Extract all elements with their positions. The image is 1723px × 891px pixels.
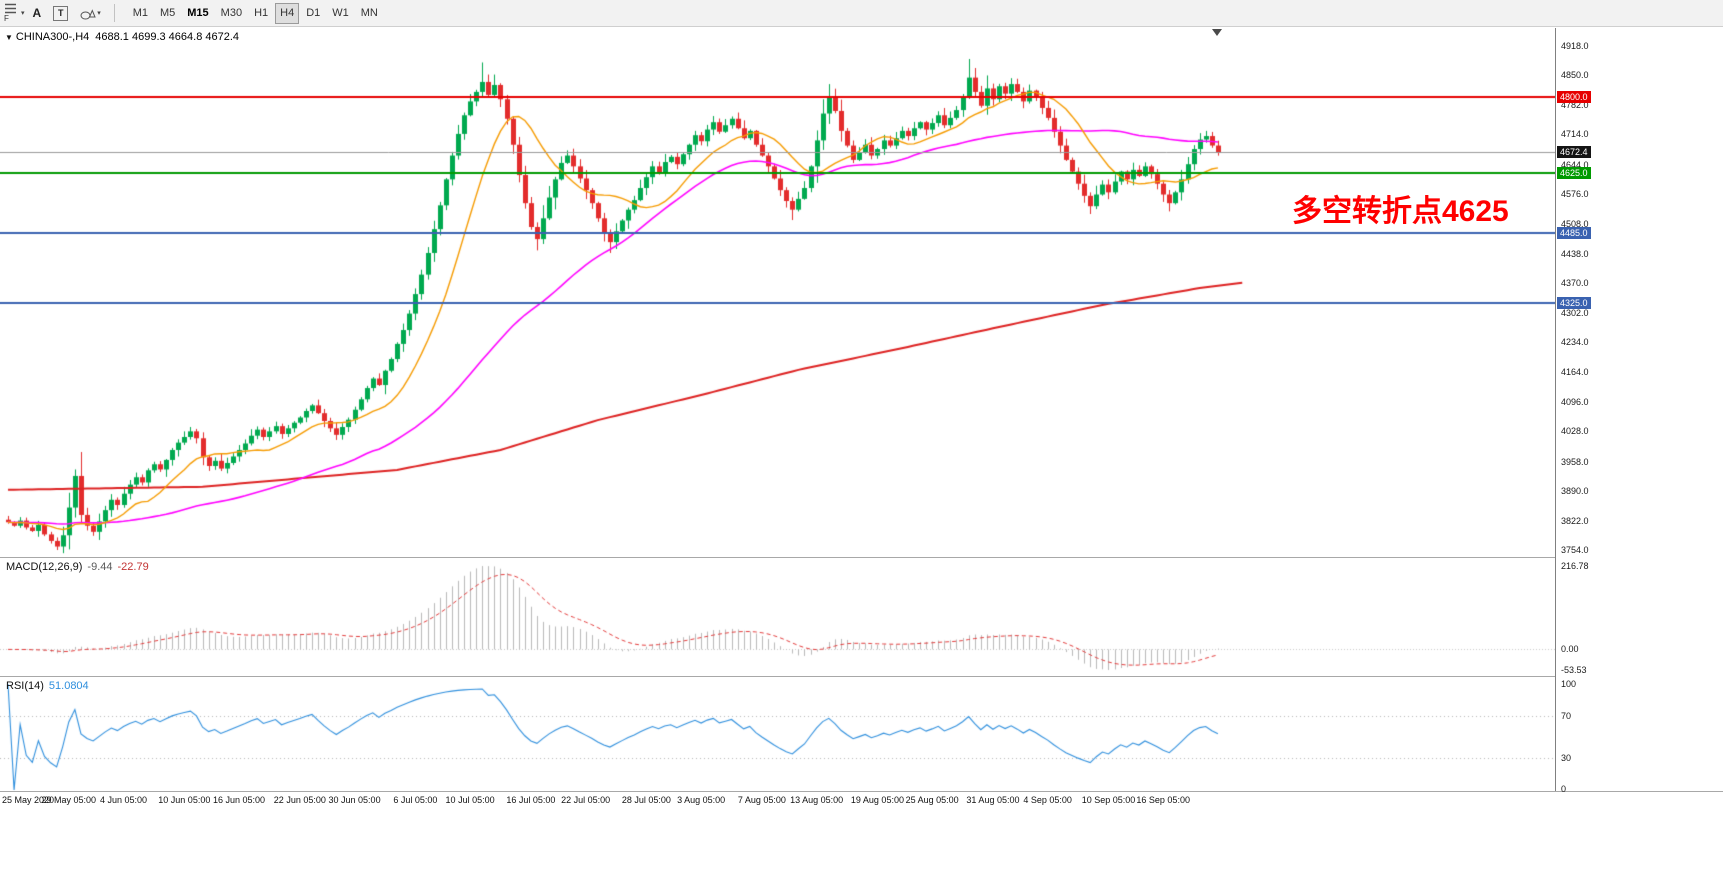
- chart-list-icon: [5, 3, 16, 14]
- rsi-axis-70: 70: [1561, 711, 1572, 721]
- price-tick-label: 4438.0: [1561, 248, 1589, 259]
- time-axis-label: 10 Jul 05:00: [445, 795, 495, 805]
- ohlc-values: 4688.1 4699.3 4664.8 4672.4: [95, 31, 240, 43]
- timeframe-button-mn[interactable]: MN: [360, 7, 378, 19]
- time-axis-label: 16 Jun 05:00: [213, 795, 266, 805]
- price-tick-label: 4576.0: [1561, 189, 1589, 200]
- time-axis-label: 19 Aug 05:00: [850, 795, 904, 805]
- panel-separator[interactable]: [0, 557, 1723, 558]
- time-axis-label: 25 Aug 05:00: [905, 795, 959, 805]
- rsi-axis-100: 100: [1561, 679, 1577, 689]
- time-axis-label: 10 Sep 05:00: [1081, 795, 1136, 805]
- timeframe-button-m5[interactable]: M5: [159, 7, 176, 19]
- charts-menu-button[interactable]: F: [3, 1, 18, 26]
- timeframe-button-m30[interactable]: M30: [220, 7, 243, 19]
- macd-label: MACD(12,26,9): [6, 561, 83, 573]
- shapes-icon: [80, 8, 96, 19]
- timeframe-button-m1[interactable]: M1: [132, 7, 148, 19]
- price-tick-label: 4644.0: [1561, 159, 1589, 170]
- macd-signal-value: -22.79: [117, 561, 149, 573]
- time-axis-label: 30 Jun 05:00: [328, 795, 381, 805]
- price-level-badge: 4672.4: [1557, 146, 1591, 159]
- time-axis-label: 4 Sep 05:00: [1023, 795, 1072, 805]
- timeframe-button-d1[interactable]: D1: [306, 7, 321, 19]
- timeframe-button-h4[interactable]: H4: [275, 2, 300, 24]
- chevron-down-icon[interactable]: ▾: [21, 10, 25, 17]
- price-tick-label: 4370.0: [1561, 278, 1589, 289]
- time-axis-label: 3 Aug 05:00: [677, 795, 726, 805]
- price-tick-label: 4234.0: [1561, 337, 1589, 348]
- macd-axis-min: -53.53: [1561, 665, 1587, 675]
- text-tool-button[interactable]: T: [48, 3, 73, 24]
- time-axis-label: 16 Sep 05:00: [1136, 795, 1190, 805]
- price-chart-canvas[interactable]: [0, 28, 1555, 557]
- timeframe-button-w1[interactable]: W1: [332, 7, 349, 19]
- price-tick-label: 4302.0: [1561, 307, 1589, 318]
- timeframe-group: M1 M5 M15 M30 H1 H4 D1 W1 MN: [128, 2, 383, 24]
- macd-axis-max: 216.78: [1561, 561, 1589, 571]
- timeframe-button-m15[interactable]: M15: [187, 7, 209, 19]
- chart-shift-marker[interactable]: [1212, 29, 1222, 36]
- rsi-axis-30: 30: [1561, 753, 1572, 763]
- macd-main-value: -9.44: [87, 561, 113, 573]
- chart-annotation-text[interactable]: 多空转折点4625: [1292, 195, 1509, 228]
- price-axis[interactable]: 216.78 0.00 -53.53 100 70 30 0 4918.0 485…: [1555, 28, 1723, 794]
- price-tick-label: 4028.0: [1561, 426, 1589, 437]
- price-tick-label: 3890.0: [1561, 486, 1589, 497]
- time-axis-label: 28 Jul 05:00: [621, 795, 671, 805]
- price-tick-label: 4164.0: [1561, 367, 1589, 378]
- time-axis-label: 13 Aug 05:00: [790, 795, 844, 805]
- cursor-tool-label: A: [32, 6, 42, 20]
- macd-panel-canvas[interactable]: [0, 558, 1555, 676]
- rsi-value: 51.0804: [48, 680, 89, 692]
- price-tick-label: 4918.0: [1561, 41, 1589, 51]
- time-axis-label: 22 Jul 05:00: [561, 795, 611, 805]
- time-axis-label: 4 Jun 05:00: [99, 795, 148, 805]
- time-axis[interactable]: 25 May 2020 29 May 05:00 4 Jun 05:00 10 Jun…: [0, 794, 1555, 810]
- rsi-axis-0: 0: [1561, 784, 1567, 794]
- price-level-badge: 4625.0: [1557, 166, 1591, 179]
- one-click-trading-arrow-icon[interactable]: ▼: [5, 33, 13, 42]
- price-tick-label: 4782.0: [1561, 99, 1589, 110]
- chevron-down-icon: ▾: [97, 10, 101, 17]
- time-axis-label: 16 Jul 05:00: [506, 795, 556, 805]
- rsi-indicator-title: RSI(14) 51.0804: [6, 680, 94, 692]
- price-level-badge: 4325.0: [1557, 296, 1591, 309]
- shapes-tool-button[interactable]: ▾: [75, 3, 107, 24]
- price-level-badge: 4485.0: [1557, 227, 1591, 240]
- price-tick-label: 4850.0: [1561, 70, 1589, 81]
- price-tick-label: 4096.0: [1561, 396, 1589, 407]
- timeframe-button-h1[interactable]: H1: [254, 7, 269, 19]
- time-axis-label: 10 Jun 05:00: [158, 795, 211, 805]
- price-tick-label: 4714.0: [1561, 129, 1589, 140]
- macd-indicator-title: MACD(12,26,9) -9.44 -22.79: [6, 561, 154, 573]
- chart-title: ▼ CHINA300-,H4 4688.1 4699.3 4664.8 4672.4: [5, 31, 239, 43]
- price-tick-label: 3822.0: [1561, 515, 1589, 526]
- price-tick-label: 4508.0: [1561, 218, 1589, 229]
- time-axis-label: 25 May 2020: [2, 795, 55, 805]
- time-axis-label: 7 Aug 05:00: [737, 795, 786, 805]
- time-axis-label: 22 Jun 05:00: [273, 795, 326, 805]
- rsi-label: RSI(14): [6, 680, 44, 692]
- panel-separator[interactable]: [0, 676, 1723, 677]
- profile-letter: F: [4, 14, 9, 23]
- cursor-tool-button[interactable]: A: [28, 3, 47, 24]
- panel-separator[interactable]: [0, 791, 1723, 792]
- text-tool-label: T: [53, 5, 69, 21]
- price-tick-label: 3958.0: [1561, 456, 1589, 467]
- macd-axis-zero: 0.00: [1561, 644, 1579, 654]
- time-axis-label: 6 Jul 05:00: [393, 795, 438, 805]
- time-axis-label: 31 Aug 05:00: [966, 795, 1020, 805]
- symbol-period-label: CHINA300-,H4: [15, 31, 90, 43]
- toolbar-separator: [113, 4, 115, 22]
- price-tick-label: 3754.0: [1561, 545, 1589, 555]
- toolbar: F ▾ A T ▾ M1 M5 M15 M30 H1 H4 D1 W1 MN: [0, 0, 1723, 27]
- time-axis-label: 29 May 05:00: [41, 795, 97, 805]
- price-level-badge: 4800.0: [1557, 91, 1591, 104]
- rsi-panel-canvas[interactable]: [0, 677, 1555, 791]
